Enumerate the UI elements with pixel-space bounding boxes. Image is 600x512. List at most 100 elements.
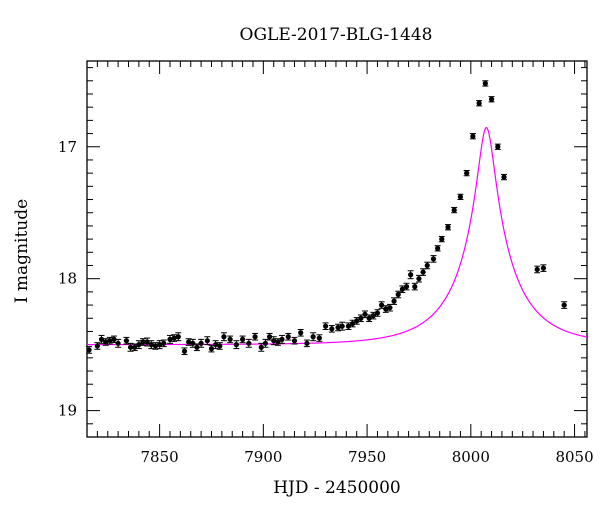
data-point-marker: [304, 340, 310, 346]
data-point-marker: [262, 340, 269, 346]
data-point: [482, 80, 489, 87]
data-point-marker: [279, 336, 285, 342]
data-point-marker: [227, 336, 233, 342]
data-point: [395, 290, 402, 299]
data-point: [94, 342, 101, 350]
data-point-marker: [186, 339, 192, 345]
data-point: [391, 297, 398, 305]
data-point-marker: [387, 305, 393, 311]
data-point: [438, 235, 445, 243]
data-point-marker: [152, 343, 159, 349]
data-point-marker: [175, 334, 181, 340]
data-point: [279, 334, 286, 344]
data-point-marker: [445, 224, 451, 230]
data-point-marker: [194, 344, 200, 350]
data-point-marker: [213, 342, 219, 348]
x-tick-label: 8000: [452, 448, 490, 466]
data-point: [345, 322, 352, 330]
data-point: [258, 342, 265, 352]
plot-frame-border: [86, 60, 588, 438]
x-tick-label: 7950: [348, 448, 386, 466]
chart-title: OGLE-2017-BLG-1448: [240, 25, 433, 45]
data-point-marker: [345, 323, 352, 329]
data-point-marker: [362, 311, 368, 317]
data-point-marker: [457, 194, 464, 200]
y-tick-label: 17: [58, 138, 77, 156]
data-point: [193, 343, 200, 352]
data-point-marker: [482, 80, 488, 87]
data-point-marker: [464, 170, 470, 176]
data-point-marker: [358, 315, 364, 321]
data-point: [415, 274, 422, 283]
x-tick-label: 7850: [141, 448, 179, 466]
data-point: [127, 342, 134, 352]
data-point: [140, 338, 147, 346]
data-point: [227, 335, 234, 344]
data-point: [451, 206, 458, 214]
x-tick-label: 7900: [244, 448, 282, 466]
data-point-marker: [221, 334, 227, 340]
x-axis-title: HJD - 2450000: [273, 478, 401, 498]
data-point: [166, 334, 173, 344]
data-point-marker: [298, 330, 304, 336]
data-point: [382, 305, 389, 313]
data-point-marker: [107, 338, 113, 344]
data-point-marker: [354, 318, 360, 324]
data-point-marker: [424, 262, 430, 269]
data-point: [411, 282, 418, 291]
data-point: [220, 332, 227, 342]
data-point: [463, 170, 470, 177]
data-point: [374, 309, 381, 317]
data-point-marker: [329, 326, 335, 332]
data-point: [316, 334, 323, 342]
data-point-marker: [476, 100, 482, 106]
data-point: [270, 336, 277, 346]
data-point-marker: [534, 266, 540, 273]
x-tick-label: 8050: [555, 448, 593, 466]
data-point: [469, 133, 476, 140]
data-point-marker: [310, 334, 316, 340]
data-point: [106, 336, 113, 345]
data-point: [370, 311, 377, 320]
data-point: [86, 346, 93, 354]
model-curve-group: [87, 126, 587, 346]
data-point-marker: [416, 276, 422, 282]
data-point: [245, 338, 252, 348]
data-point-marker: [252, 334, 258, 340]
data-point: [339, 321, 346, 331]
data-point: [335, 323, 342, 332]
data-point-marker: [115, 340, 121, 346]
data-point-marker: [240, 336, 246, 342]
model-curve: [87, 126, 587, 346]
data-point: [534, 265, 541, 274]
data-point-marker: [403, 284, 410, 290]
data-point-marker: [190, 340, 196, 346]
data-point: [181, 347, 188, 356]
data-point-marker: [430, 256, 437, 262]
data-point: [291, 336, 298, 345]
data-point: [494, 143, 501, 150]
data-point-marker: [435, 245, 441, 251]
data-point-marker: [470, 133, 476, 139]
data-point-marker: [399, 286, 405, 292]
data-point-marker: [86, 347, 92, 353]
data-point-marker: [395, 291, 401, 298]
data-point-marker: [561, 302, 567, 308]
data-point: [185, 338, 192, 346]
data-point-marker: [291, 338, 298, 344]
data-point-marker: [123, 338, 130, 344]
data-point-marker: [204, 338, 210, 344]
data-point: [171, 334, 178, 342]
data-point-marker: [366, 315, 372, 321]
y-tick-label: 19: [58, 402, 77, 420]
data-point-marker: [391, 298, 397, 304]
data-point-marker: [488, 96, 495, 102]
data-point: [198, 338, 205, 348]
data-point: [262, 338, 269, 348]
data-point-marker: [370, 313, 376, 319]
data-point-marker: [198, 340, 204, 346]
data-point-marker: [111, 336, 117, 342]
data-point: [378, 301, 385, 309]
data-point: [488, 96, 495, 103]
data-point: [353, 317, 360, 325]
